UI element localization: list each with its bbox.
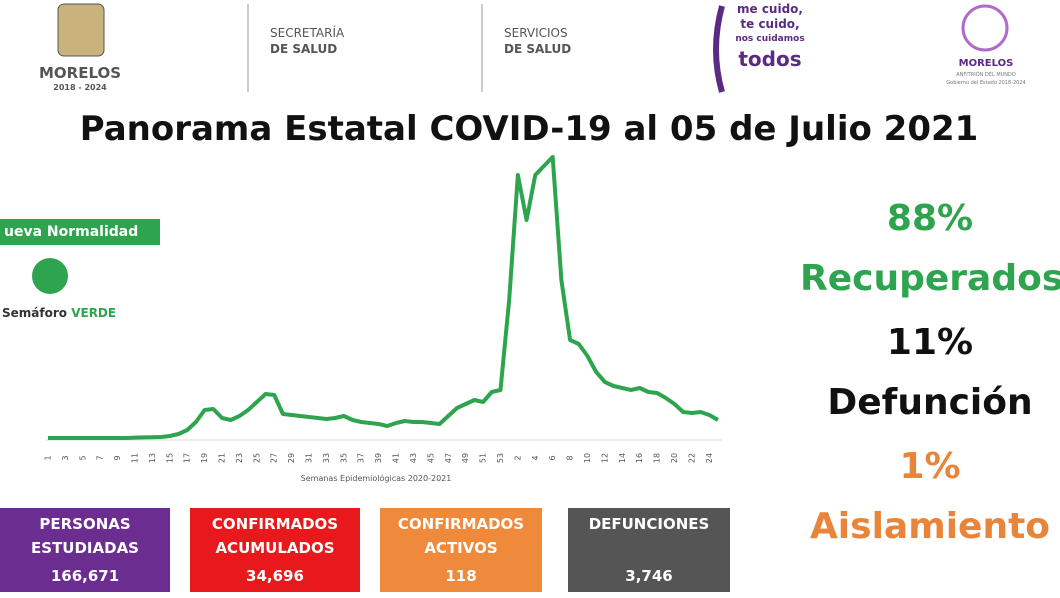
x-tick-label: 13: [148, 453, 157, 463]
logo-text: MORELOS: [958, 58, 1014, 69]
logo-text: 2018 - 2024: [53, 83, 107, 92]
x-tick-label: 7: [96, 455, 105, 460]
x-tick-label: 6: [548, 455, 557, 460]
campaign-line: nos cuidamos: [735, 34, 805, 44]
campaign-line: me cuido,: [737, 2, 803, 16]
x-axis-title: Semanas Epidemiológicas 2020-2021: [301, 473, 452, 483]
x-tick-label: 37: [357, 453, 366, 463]
x-tick-label: 35: [339, 453, 348, 463]
semaforo-color: VERDE: [71, 306, 117, 320]
summary-box: CONFIRMADOS ACTIVOS 118: [380, 508, 542, 592]
box-value: 3,746: [625, 567, 673, 585]
x-tick-label: 8: [566, 455, 575, 460]
logo-text: MORELOS: [38, 64, 122, 82]
box-value: 166,671: [50, 567, 120, 585]
x-tick-label: 5: [78, 455, 87, 460]
x-tick-label: 20: [670, 453, 679, 463]
x-tick-label: 31: [305, 453, 314, 463]
x-tick-label: 3: [61, 455, 70, 460]
campaign: me cuido, te cuido, nos cuidamos todos: [730, 2, 810, 71]
x-tick-label: 39: [374, 453, 383, 463]
x-tick-label: 43: [409, 453, 418, 463]
x-tick-label: 16: [635, 453, 644, 463]
box-value: 34,696: [246, 567, 304, 585]
x-tick-label: 53: [496, 453, 505, 463]
x-tick-label: 11: [131, 453, 140, 463]
stat-value: 11%: [886, 322, 974, 363]
semaforo-light: [32, 258, 68, 294]
semaforo-label: Semáforo: [2, 306, 68, 320]
semaforo: Semáforo VERDE: [2, 306, 116, 320]
x-tick-label: 12: [600, 453, 609, 463]
box-label: CONFIRMADOS ACUMULADOS: [211, 515, 339, 557]
stat-label: Defunción: [827, 382, 1033, 423]
campaign-mark: [713, 5, 725, 93]
state-crest: [57, 3, 105, 57]
x-tick-label: 23: [235, 453, 244, 463]
x-tick-label: 18: [653, 453, 662, 463]
stat-value: 1%: [899, 446, 961, 487]
x-tick-label: 45: [426, 453, 435, 463]
logo-text: Gobierno del Estado 2018-2024: [946, 80, 1026, 86]
x-tick-label: 47: [444, 453, 453, 463]
x-tick-label: 17: [183, 453, 192, 463]
lotus-logo: [961, 4, 1009, 52]
logo-text: SECRETARÍA: [270, 26, 345, 40]
logo-text: DE SALUD: [504, 42, 572, 56]
x-tick-label: 14: [618, 453, 627, 463]
stat-value: 88%: [886, 198, 974, 239]
x-tick-label: 41: [392, 453, 401, 463]
box-label: PERSONAS ESTUDIADAS: [31, 515, 139, 557]
box-value: 118: [445, 567, 477, 585]
logo-text: ANFITRIÓN DEL MUNDO: [956, 72, 1016, 78]
x-tick-label: 2: [513, 455, 522, 460]
x-tick-label: 51: [479, 453, 488, 463]
x-tick-label: 49: [461, 453, 470, 463]
x-tick-label: 22: [687, 453, 696, 463]
stat-label: Recuperados: [800, 258, 1060, 299]
summary-box: CONFIRMADOS ACUMULADOS 34,696: [190, 508, 360, 592]
logo-text: DE SALUD: [270, 42, 338, 56]
box-label: DEFUNCIONES: [588, 515, 710, 533]
x-tick-label: 1: [44, 455, 53, 460]
line: [48, 155, 719, 440]
logo-text: SERVICIOS: [504, 26, 568, 40]
status-badge: ueva Normalidad: [0, 219, 160, 245]
x-tick-label: 9: [113, 455, 122, 460]
x-tick-label: 4: [531, 455, 540, 460]
chart-title: Panorama Estatal COVID-19 al 05 de Julio…: [80, 109, 979, 149]
box-label: CONFIRMADOS ACTIVOS: [397, 515, 525, 557]
x-tick-label: 25: [252, 453, 261, 463]
x-tick-label: 15: [165, 453, 174, 463]
summary-box: DEFUNCIONES 3,746: [568, 508, 730, 592]
x-tick-label: 27: [270, 453, 279, 463]
x-tick-label: 33: [322, 453, 331, 463]
x-tick-label: 24: [705, 453, 714, 463]
x-tick-label: 29: [287, 453, 296, 463]
x-tick-label: 21: [218, 453, 227, 463]
campaign-line: todos: [738, 47, 802, 71]
campaign-line: te cuido,: [740, 17, 800, 31]
x-tick-label: 19: [200, 453, 209, 463]
summary-box: PERSONAS ESTUDIADAS 166,671: [0, 508, 170, 592]
x-tick-label: 10: [583, 453, 592, 463]
stat-label: Aislamiento: [809, 506, 1051, 547]
